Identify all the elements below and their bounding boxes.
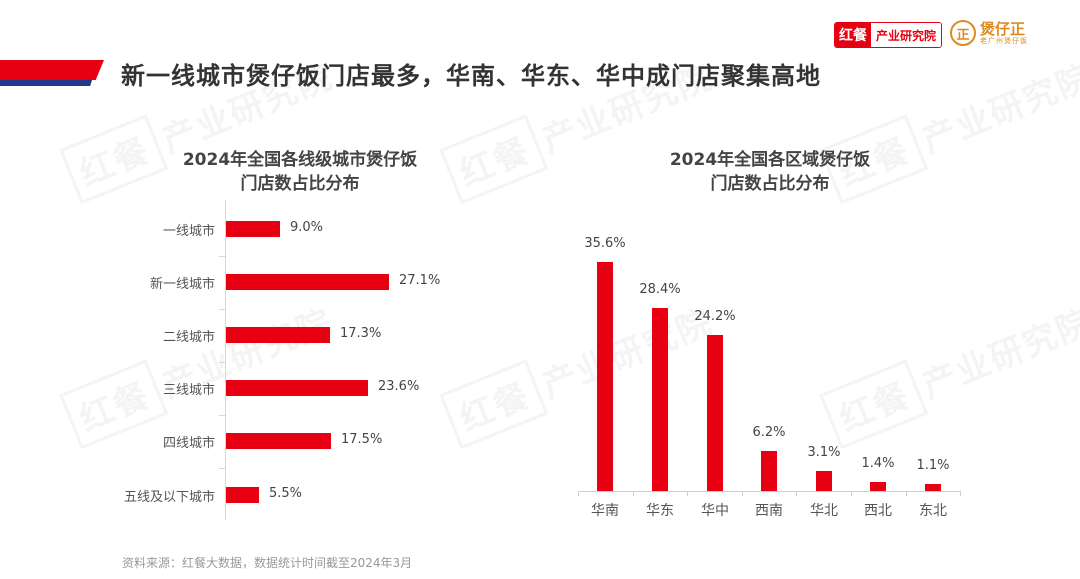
left-chart-tick	[219, 362, 225, 363]
right-chart-bar	[597, 262, 613, 491]
title-ribbon	[0, 60, 104, 86]
right-chart-tick	[851, 491, 852, 496]
right-chart-bar	[925, 484, 941, 491]
left-chart-value-label: 23.6%	[378, 379, 420, 394]
source-note: 资料来源：红餐大数据，数据统计时间截至2024年3月	[122, 556, 413, 570]
left-chart-category-label: 一线城市	[162, 224, 215, 239]
right-chart-category-label: 华东	[646, 503, 674, 519]
right-chart-title: 2024年全国各区域煲仔饭 门店数占比分布	[669, 150, 871, 194]
left-chart-bar	[226, 274, 389, 290]
left-chart-value-label: 27.1%	[399, 273, 441, 288]
right-chart-value-label: 24.2%	[694, 309, 736, 324]
left-chart-category-label: 新一线城市	[149, 277, 215, 292]
right-chart-tick	[687, 491, 688, 496]
baozaiwang-logo-icon: 正	[950, 20, 976, 46]
right-chart-category-label: 西北	[864, 503, 892, 519]
left-chart-category-label: 四线城市	[162, 436, 215, 451]
right-chart-tick	[906, 491, 907, 496]
baozaiwang-logo-sub: 老广州煲仔饭	[980, 36, 1028, 45]
right-chart-bar	[870, 482, 886, 491]
right-chart-tick	[796, 491, 797, 496]
left-chart-bar	[226, 221, 280, 237]
left-chart-category-label: 三线城市	[162, 383, 215, 398]
left-chart-tick	[219, 415, 225, 416]
right-chart-tick	[578, 491, 579, 496]
left-chart-value-label: 9.0%	[290, 220, 324, 235]
left-chart-value-label: 17.5%	[341, 432, 383, 447]
left-chart-category-label: 五线及以下城市	[123, 490, 215, 505]
left-chart-bar	[226, 487, 259, 503]
left-chart-title: 2024年全国各线级城市煲仔饭 门店数占比分布	[182, 150, 418, 194]
hongcan-logo: 红餐 产业研究院	[834, 22, 943, 48]
right-chart-bar	[707, 335, 723, 491]
right-chart-value-label: 1.1%	[916, 458, 950, 473]
right-chart-value-label: 35.6%	[584, 236, 626, 251]
left-chart-bar	[226, 380, 368, 396]
left-chart-bar	[226, 327, 330, 343]
left-chart-value-label: 5.5%	[269, 486, 303, 501]
right-chart-category-label: 东北	[919, 503, 947, 519]
left-chart-tick	[219, 468, 225, 469]
right-chart-value-label: 6.2%	[752, 425, 786, 440]
right-chart-category-label: 西南	[755, 503, 783, 519]
hongcan-logo-mark: 红餐	[835, 23, 871, 47]
baozaiwang-logo-name: 煲仔正	[980, 19, 1026, 38]
left-chart-tick	[219, 256, 225, 257]
right-chart-category-label: 华中	[701, 503, 729, 519]
left-chart-value-label: 17.3%	[340, 326, 382, 341]
right-chart-bar	[816, 471, 832, 491]
right-chart-value-label: 1.4%	[861, 456, 895, 471]
right-chart-category-label: 华南	[591, 503, 619, 519]
left-chart-tick	[219, 309, 225, 310]
left-chart-bar	[226, 433, 331, 449]
right-chart-tick	[742, 491, 743, 496]
baozaiwang-logo: 正 煲仔正 老广州煲仔饭	[950, 20, 1028, 46]
right-chart-tick	[960, 491, 961, 496]
right-chart-x-axis	[578, 491, 960, 492]
right-chart-tick	[633, 491, 634, 496]
right-chart-value-label: 28.4%	[639, 282, 681, 297]
right-chart-bar	[652, 308, 668, 491]
hongcan-logo-text: 产业研究院	[871, 23, 942, 47]
left-chart-category-label: 二线城市	[162, 330, 215, 345]
right-chart-value-label: 3.1%	[807, 445, 841, 460]
right-chart-category-label: 华北	[810, 503, 838, 519]
right-chart-bar	[761, 451, 777, 491]
page-title: 新一线城市煲仔饭门店最多，华南、华东、华中成门店聚集高地	[121, 62, 821, 90]
left-chart-y-axis	[225, 200, 226, 520]
